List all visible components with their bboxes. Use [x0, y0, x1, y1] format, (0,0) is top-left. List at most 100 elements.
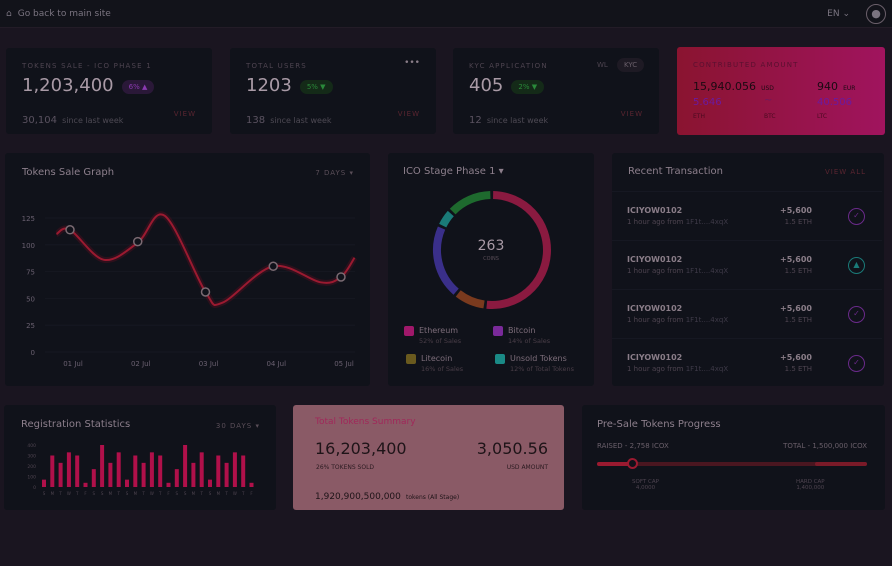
transaction-row[interactable]: ICIYOW0102 1 hour ago from 1F1t....4xqX …: [612, 289, 882, 338]
y-tick-label: 25: [26, 322, 35, 330]
transaction-row[interactable]: ICIYOW0102 1 hour ago from 1F1t....4xqX …: [612, 191, 882, 240]
transaction-eth: 1.5 ETH: [784, 267, 812, 275]
view-link[interactable]: VIEW: [620, 110, 643, 118]
usd-amount-label: USD AMOUNT: [506, 464, 548, 471]
legend-bitcoin: Bitcoin 14% of Sales: [493, 326, 551, 345]
stat-value: 1203: [246, 75, 292, 96]
usd-value: 3,050.56: [476, 439, 548, 458]
ico-stage-select[interactable]: ICO Stage Phase 1 ▾: [403, 166, 504, 177]
legend-name: Unsold Tokens: [510, 354, 567, 363]
view-all-link[interactable]: VIEW ALL: [824, 168, 866, 176]
more-icon[interactable]: •••: [404, 58, 420, 68]
stat-card-total-users: TOTAL USERS ••• 1203 5% ▼ 138 since last …: [230, 48, 436, 134]
stat-sub-value: 12: [469, 115, 482, 126]
check-circle-icon: ✓: [848, 355, 865, 372]
progress-handle[interactable]: [627, 458, 639, 469]
transaction-address: 1F1t....4xqX: [685, 267, 729, 275]
x-tick-label: M: [217, 491, 221, 496]
eth-value: 5.646: [693, 97, 722, 108]
usd-value: 15,940.056: [693, 80, 756, 93]
legend-name: Ethereum: [419, 326, 459, 335]
ico-stage-card: ICO Stage Phase 1 ▾ 263 COINS Ethereum 52…: [388, 153, 594, 386]
y-tick-label: 100: [27, 475, 36, 481]
transaction-address: 1F1t....4xqX: [685, 365, 729, 373]
bar: [216, 455, 221, 487]
transaction-amount: +5,600: [779, 353, 812, 362]
card-title: Tokens Sale Graph: [22, 167, 115, 178]
transaction-row[interactable]: ICIYOW0102 1 hour ago from 1F1t....4xqX …: [612, 240, 882, 289]
total-tokens-summary-card: Total Tokens Summary 16,203,400 3,050.56…: [293, 405, 564, 510]
bar: [208, 479, 212, 487]
y-tick-label: 100: [22, 242, 35, 250]
x-tick-label: M: [109, 491, 113, 496]
bar: [50, 455, 55, 487]
home-icon: ⌂: [6, 8, 12, 19]
avatar[interactable]: ●: [866, 3, 886, 24]
presale-progress-bar: [597, 458, 867, 469]
recent-transaction-card: Recent Transaction VIEW ALL ICIYOW0102 1…: [612, 153, 884, 386]
x-tick-label: W: [150, 491, 154, 496]
card-title: Pre-Sale Tokens Progress: [597, 419, 721, 430]
contributed-label: CONTRIBUTED AMOUNT: [693, 61, 799, 69]
x-tick-label: T: [199, 491, 203, 496]
tab-wl[interactable]: WL: [597, 61, 608, 69]
card-title: Registration Statistics: [21, 419, 131, 430]
transaction-row[interactable]: ICIYOW0102 1 hour ago from 1F1t....4xqX …: [612, 338, 882, 387]
back-to-site-link[interactable]: ⌂ Go back to main site: [6, 9, 111, 19]
bar: [66, 452, 71, 487]
x-tick-label: T: [141, 491, 145, 496]
y-tick-label: 50: [26, 295, 35, 303]
transaction-address: 1F1t....4xqX: [685, 316, 729, 324]
x-tick-label: T: [116, 491, 120, 496]
donut-slice: [455, 290, 485, 309]
y-tick-label: 125: [22, 215, 35, 223]
view-link[interactable]: VIEW: [397, 110, 420, 118]
transaction-id: ICIYOW0102: [627, 206, 683, 215]
x-tick-label: F: [250, 491, 253, 496]
check-circle-icon: ✓: [848, 208, 865, 225]
legend-sub: 12% of Total Tokens: [510, 365, 574, 373]
data-point: [133, 236, 143, 247]
bar: [232, 452, 237, 487]
usd-unit: USD: [761, 85, 774, 92]
view-link[interactable]: VIEW: [173, 110, 196, 118]
data-point: [268, 261, 278, 271]
stat-card-tokens-sale: TOKENS SALE - ICO PHASE 1 1,203,400 6% ▲ …: [6, 48, 212, 134]
card-title: Recent Transaction: [628, 166, 723, 177]
tokens-value: 16,203,400: [315, 439, 407, 458]
hard-cap-label: HARD CAP: [796, 479, 825, 485]
bar: [83, 482, 88, 487]
legend-sub: 14% of Sales: [508, 337, 551, 345]
soft-cap: SOFT CAP 4,0000: [632, 479, 659, 491]
bar: [42, 479, 46, 487]
x-tick-label: 02 Jul: [131, 360, 151, 368]
range-select[interactable]: 30 DAYS ▾: [215, 422, 260, 430]
bar: [158, 455, 163, 487]
x-tick-label: 05 Jul: [334, 360, 354, 368]
legend-sub: 52% of Sales: [419, 337, 462, 345]
bar: [133, 455, 138, 487]
ltc-label: LTC: [817, 113, 828, 120]
x-tick-label: S: [126, 491, 129, 496]
btc-label: BTC: [764, 113, 776, 120]
x-tick-label: S: [43, 491, 46, 496]
donut-slice: [433, 226, 459, 295]
bar: [141, 462, 146, 487]
stat-label: KYC APPLICATION: [469, 62, 548, 70]
total-tokens-value: 1,920,900,500,000: [315, 492, 401, 502]
back-label: Go back to main site: [17, 8, 111, 19]
bar: [241, 455, 246, 487]
card-title: Total Tokens Summary: [315, 417, 416, 427]
tab-kyc[interactable]: KYC: [617, 58, 645, 72]
bar: [108, 462, 113, 487]
transaction-time: 1 hour ago from: [627, 218, 684, 226]
stat-badge: 6% ▲: [121, 79, 155, 94]
range-select[interactable]: 7 DAYS ▾: [315, 169, 354, 177]
x-tick-label: S: [176, 491, 179, 496]
x-tick-label: T: [241, 491, 245, 496]
language-select[interactable]: EN ⌄: [827, 9, 850, 19]
legend-swatch: [406, 354, 416, 364]
legend-unsold: Unsold Tokens 12% of Total Tokens: [495, 354, 574, 373]
transaction-eth: 1.5 ETH: [784, 365, 812, 373]
x-tick-label: 04 Jul: [266, 360, 286, 368]
